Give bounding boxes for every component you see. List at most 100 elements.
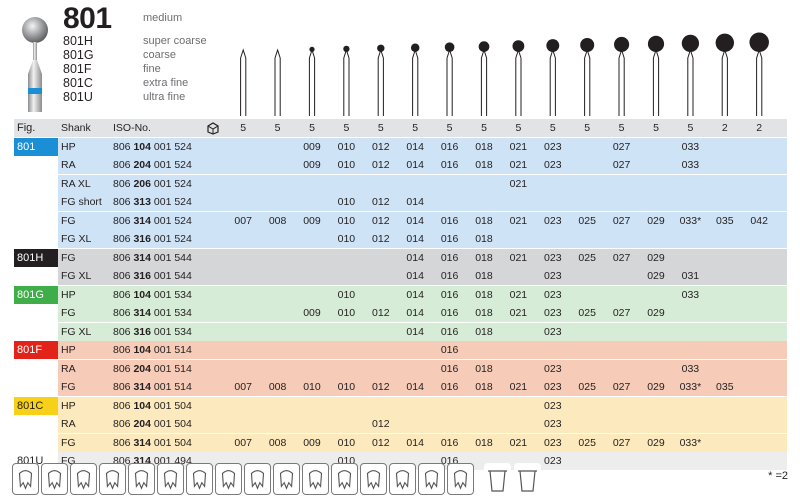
model-icon <box>447 463 474 495</box>
size-cell <box>708 360 742 378</box>
iso-part: 806 <box>113 214 131 227</box>
size-cell: 008 <box>268 436 287 449</box>
iso-number-cell: 806 204 001 524 <box>111 156 224 174</box>
pack-count-cell: 5 <box>653 122 659 134</box>
bur-drawing <box>444 42 455 116</box>
size-cell: 012 <box>372 436 390 449</box>
table-row: FG 806 314 001 504 007 008 009 010 012 014 016 01… <box>14 433 787 452</box>
iso-part: 001 534 <box>153 288 192 301</box>
size-cell <box>501 415 535 433</box>
crown-removal-icon <box>186 463 213 495</box>
size-cell: 016 <box>440 214 459 227</box>
size-cell: 014 <box>406 196 424 208</box>
size-cell: 018 <box>475 159 493 171</box>
shank-cell: FG <box>61 381 76 393</box>
iso-number-cell: 806 314 001 544 <box>111 249 224 267</box>
dentures-icon <box>418 463 445 495</box>
cast-icon <box>389 463 416 495</box>
iso-number-cell: 806 314 001 534 <box>111 304 224 322</box>
size-cell: 027 <box>612 381 631 393</box>
size-cell: 025 <box>578 436 596 449</box>
size-cell: 023 <box>544 436 562 449</box>
size-cell: 010 <box>303 381 321 393</box>
size-cell: 014 <box>406 140 424 153</box>
size-cell <box>295 193 329 211</box>
iso-part: 314 <box>133 307 151 319</box>
size-cell: 016 <box>440 159 459 171</box>
table-row: FG XL 806 316 001 534 014 016 018 023 <box>14 322 787 341</box>
cavity-icon <box>128 463 155 495</box>
size-cell: 014 <box>406 381 424 393</box>
size-cell <box>260 341 294 359</box>
size-cell <box>364 175 398 193</box>
shank-cell: FG <box>61 307 76 319</box>
iso-number-cell: 806 314 001 504 <box>111 434 224 452</box>
size-cell: 033 <box>681 140 700 153</box>
size-cell <box>260 175 294 193</box>
iso-part: 001 524 <box>153 159 192 171</box>
bur-cut-icon <box>302 463 329 495</box>
size-cell: 029 <box>647 381 665 393</box>
size-cell <box>604 286 638 304</box>
iso-part: 001 524 <box>153 233 192 245</box>
figure-code-cell: 801G <box>14 285 58 304</box>
size-cell: 021 <box>509 159 528 171</box>
bur-drawing <box>614 36 630 116</box>
size-cell <box>570 286 604 304</box>
size-cell: 018 <box>475 362 493 375</box>
size-cell: 018 <box>475 251 493 264</box>
size-cell: 027 <box>612 159 631 171</box>
figure-code-cell <box>14 230 58 248</box>
size-cell: 009 <box>303 159 321 171</box>
size-cell: 023 <box>544 399 562 412</box>
bur-drawing <box>240 48 247 116</box>
size-cell <box>570 175 604 193</box>
size-cell <box>639 323 673 341</box>
table-row: FG 806 314 001 524 007 008 009 010 012 014 016 01… <box>14 211 787 230</box>
size-cell <box>570 415 604 433</box>
size-cell <box>742 378 776 396</box>
ultrasonic-bath-icon <box>514 463 541 495</box>
size-cell <box>260 323 294 341</box>
size-cell: 033* <box>679 381 702 393</box>
root-canal-icon <box>99 463 126 495</box>
pack-count-cell: 5 <box>481 122 487 134</box>
size-cell <box>708 138 742 156</box>
bur-drawing <box>512 40 525 116</box>
size-cell <box>639 156 673 174</box>
size-cell <box>329 341 363 359</box>
size-cell <box>742 138 776 156</box>
iso-part: 001 524 <box>153 196 192 208</box>
figure-code-cell <box>14 156 58 174</box>
size-cell <box>501 323 535 341</box>
table-row: 801G HP 806 104 001 534 010 014 016 018 021 023 0… <box>14 285 787 304</box>
iso-part: 314 <box>133 214 151 227</box>
iso-number-cell: 806 314 001 524 <box>111 212 224 230</box>
size-cell <box>226 156 260 174</box>
iso-number-cell: 806 206 001 524 <box>111 175 224 193</box>
size-cell <box>432 193 466 211</box>
size-cell: 023 <box>544 381 562 393</box>
size-cell: 021 <box>509 177 528 190</box>
size-cell <box>604 415 638 433</box>
iso-number-cell: 806 204 001 504 <box>111 415 224 433</box>
size-cell: 023 <box>544 307 562 319</box>
main-grit-label: medium <box>143 12 183 24</box>
size-cell: 018 <box>475 436 493 449</box>
size-cell: 035 <box>716 214 734 227</box>
shank-cell: FG <box>61 251 76 264</box>
size-cell: 012 <box>372 159 390 171</box>
size-cell <box>260 156 294 174</box>
variant-grit: extra fine <box>143 77 189 89</box>
variant-code: 801H <box>63 34 93 48</box>
size-cell: 008 <box>268 214 287 227</box>
iso-part: 806 <box>113 344 131 356</box>
shank-cell: HP <box>61 399 76 412</box>
size-cell <box>295 286 329 304</box>
iso-part: 316 <box>133 325 151 338</box>
package-icon <box>206 121 220 135</box>
size-cell: 021 <box>509 288 528 301</box>
size-cell: 012 <box>372 307 390 319</box>
size-cell <box>708 193 742 211</box>
size-cell <box>708 397 742 415</box>
